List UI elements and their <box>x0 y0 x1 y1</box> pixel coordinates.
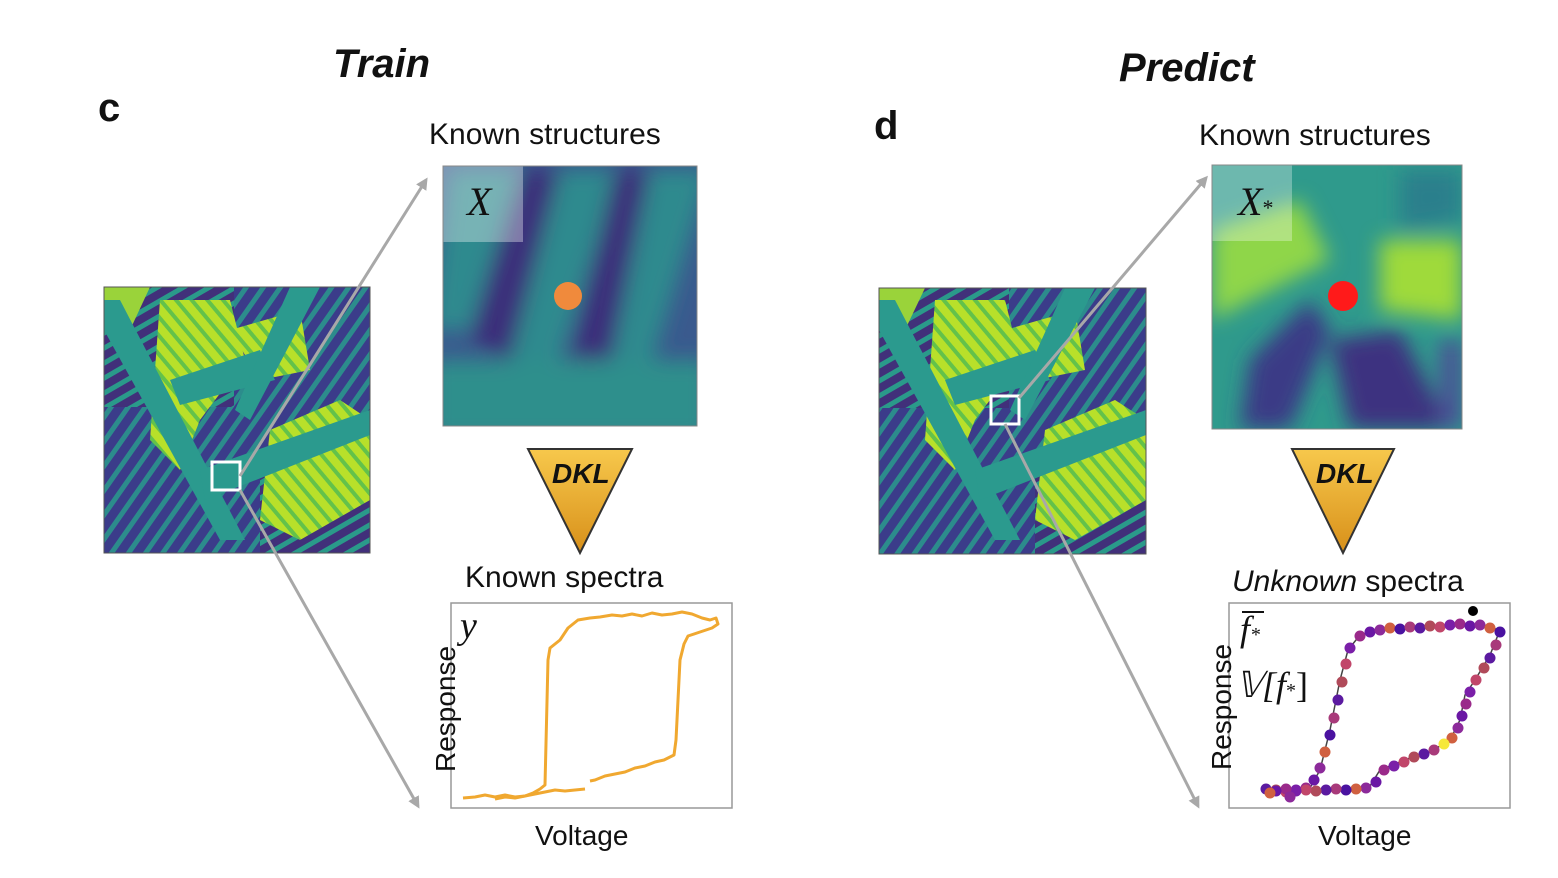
dkl-label-predict: DKL <box>1316 458 1374 489</box>
predicted-point <box>1388 760 1400 772</box>
predicted-point <box>1484 622 1496 634</box>
predicted-point <box>1264 787 1276 799</box>
predicted-point <box>1332 694 1344 706</box>
zoomed-structure-train <box>443 166 697 426</box>
predicted-point <box>1418 748 1430 760</box>
predicted-point <box>1378 764 1390 776</box>
spectra-plot-train <box>450 602 733 809</box>
variance-symbol-close: ] <box>1296 665 1309 705</box>
panel-title-train: Train <box>333 42 431 86</box>
predicted-point <box>1490 639 1502 651</box>
dkl-triangle-predict <box>1290 448 1396 556</box>
predicted-point <box>1478 662 1490 674</box>
predicted-point <box>1438 738 1450 750</box>
spectra-label-predict-rest: spectra <box>1357 565 1464 598</box>
structure-symbol-predict-main: X <box>1238 179 1263 224</box>
xlabel-train: Voltage <box>535 820 629 851</box>
predicted-point <box>1320 784 1332 796</box>
zoomed-structure-train-frame <box>442 165 698 427</box>
mean-symbol-main: f <box>1240 609 1251 649</box>
predicted-point <box>1370 776 1382 788</box>
predicted-point-black <box>1468 606 1478 616</box>
panel-letter-d: d <box>874 104 899 148</box>
predicted-point <box>1336 676 1348 688</box>
mean-symbol: f* <box>1240 608 1260 650</box>
predicted-point <box>1452 722 1464 734</box>
mean-symbol-sub: * <box>1250 624 1261 646</box>
structure-symbol-predict: X* <box>1238 178 1273 225</box>
predicted-point <box>1484 652 1496 664</box>
predicted-point <box>1324 729 1336 741</box>
predicted-point <box>1474 619 1486 631</box>
predicted-points <box>1260 618 1506 803</box>
panel-title-predict: Predict <box>1119 46 1255 90</box>
arrow-to-structures-train <box>238 177 428 477</box>
predicted-point <box>1340 658 1352 670</box>
predicted-point <box>1354 630 1366 642</box>
predicted-point <box>1340 784 1352 796</box>
structure-symbol-train: X <box>467 179 492 224</box>
structure-map-train-frame <box>103 286 371 554</box>
arrow-to-structures-predict <box>1017 175 1208 399</box>
predicted-point <box>1344 642 1356 654</box>
spectra-symbol-train: y <box>460 605 477 647</box>
variance-symbol-main: 𝕍[f <box>1236 665 1287 705</box>
structure-map-predict-frame <box>878 287 1147 555</box>
ylabel-train: Response <box>430 645 461 772</box>
predicted-point <box>1414 622 1426 634</box>
predicted-point <box>1444 619 1456 631</box>
predicted-point <box>1300 784 1312 796</box>
arrow-to-spectra-predict <box>1003 423 1200 809</box>
predicted-point <box>1446 732 1458 744</box>
predicted-point <box>1408 751 1420 763</box>
dkl-triangle-train <box>526 448 634 556</box>
zoomed-structure-predict-frame <box>1211 164 1463 430</box>
predicted-point <box>1470 674 1482 686</box>
predicted-point <box>1456 710 1468 722</box>
predicted-point <box>1384 622 1396 634</box>
predicted-point <box>1374 624 1386 636</box>
structures-label-train: Known structures <box>429 118 661 151</box>
predicted-point <box>1319 746 1331 758</box>
predicted-point <box>1460 698 1472 710</box>
structure-map-predict <box>879 288 1146 554</box>
predicted-point <box>1394 623 1406 635</box>
panel-letter-c: c <box>98 86 121 130</box>
dkl-label-train: DKL <box>552 458 610 489</box>
query-point-predict <box>1328 281 1358 311</box>
predicted-point <box>1494 626 1506 638</box>
predicted-point <box>1364 626 1376 638</box>
predicted-point <box>1434 621 1446 633</box>
predicted-point <box>1424 620 1436 632</box>
spectra-label-predict-italic: Unknown <box>1232 565 1358 598</box>
predicted-point <box>1404 621 1416 633</box>
predicted-point <box>1464 620 1476 632</box>
predicted-point <box>1454 618 1466 630</box>
predicted-point <box>1464 686 1476 698</box>
structure-map-train <box>104 287 370 553</box>
predicted-point <box>1360 782 1372 794</box>
hysteresis-curve-train-lower <box>494 787 586 801</box>
variance-symbol: 𝕍[f*] <box>1236 664 1308 706</box>
predicted-point <box>1314 762 1326 774</box>
query-point-train <box>554 282 582 310</box>
spectra-label-predict: Unknown spectra <box>1232 565 1464 599</box>
xlabel-predict: Voltage <box>1318 820 1412 851</box>
predicted-point <box>1330 783 1342 795</box>
ylabel-predict: Response <box>1206 643 1237 770</box>
predicted-point <box>1328 712 1340 724</box>
predicted-point <box>1428 744 1440 756</box>
predicted-point <box>1308 774 1320 786</box>
spectra-label-train: Known spectra <box>465 561 664 594</box>
predicted-point <box>1398 756 1410 768</box>
hysteresis-curve-train <box>462 610 720 800</box>
predicted-point <box>1310 785 1322 797</box>
variance-symbol-sub: * <box>1286 680 1297 702</box>
predicted-point <box>1350 783 1362 795</box>
structure-symbol-predict-sub: * <box>1262 195 1274 220</box>
arrow-to-spectra-train <box>238 489 420 809</box>
structures-label-predict: Known structures <box>1199 119 1431 152</box>
predicted-point <box>1284 791 1296 803</box>
